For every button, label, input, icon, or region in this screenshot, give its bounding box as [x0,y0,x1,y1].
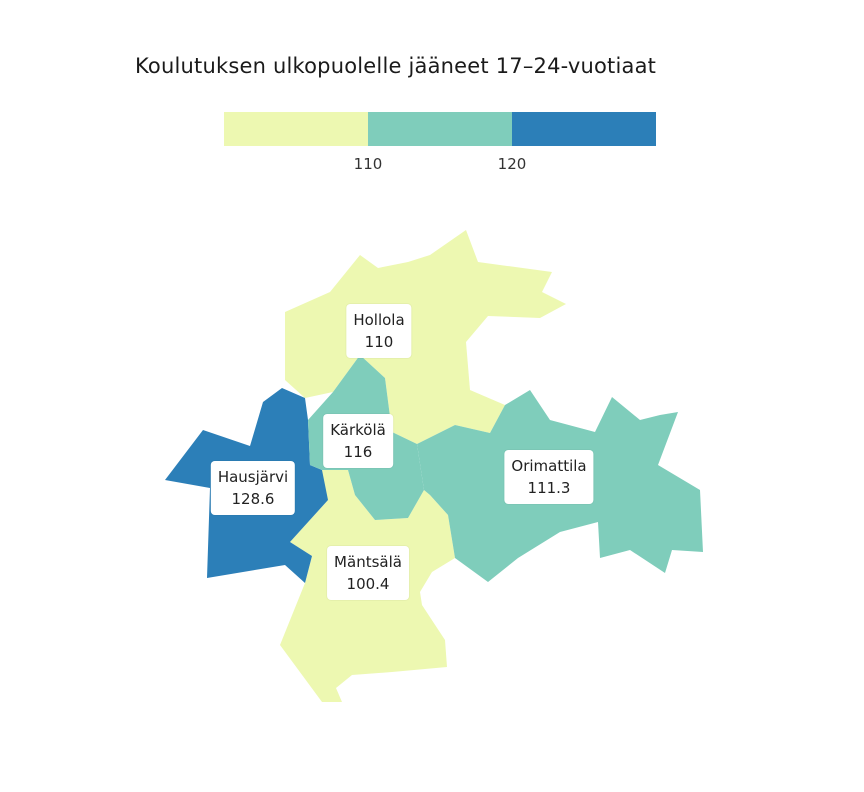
legend-bin-low [224,112,368,146]
region-value: 110 [364,333,394,351]
region-hollola[interactable] [285,230,566,444]
label-karkola: Kärkölä 116 [323,414,393,468]
label-hollola: Hollola 110 [346,304,412,358]
legend-bin-high [512,112,656,146]
region-name: Mäntsälä [334,553,402,571]
legend-bin-mid [368,112,512,146]
label-hausjarvi: Hausjärvi 128.6 [210,461,296,515]
legend-tick-110: 110 [353,155,383,173]
region-value: 128.6 [231,490,275,508]
label-mantsala: Mäntsälä 100.4 [327,546,409,600]
map-title: Koulutuksen ulkopuolelle jääneet 17–24-v… [135,54,657,78]
color-legend [224,112,656,146]
region-value: 100.4 [346,575,390,593]
region-name: Orimattila [511,457,587,475]
region-name: Kärkölä [330,421,386,439]
legend-tick-120: 120 [497,155,527,173]
region-value: 111.3 [527,479,571,497]
region-value: 116 [343,443,373,461]
label-orimattila: Orimattila 111.3 [504,450,594,504]
region-name: Hollola [353,311,405,329]
region-name: Hausjärvi [217,468,289,486]
